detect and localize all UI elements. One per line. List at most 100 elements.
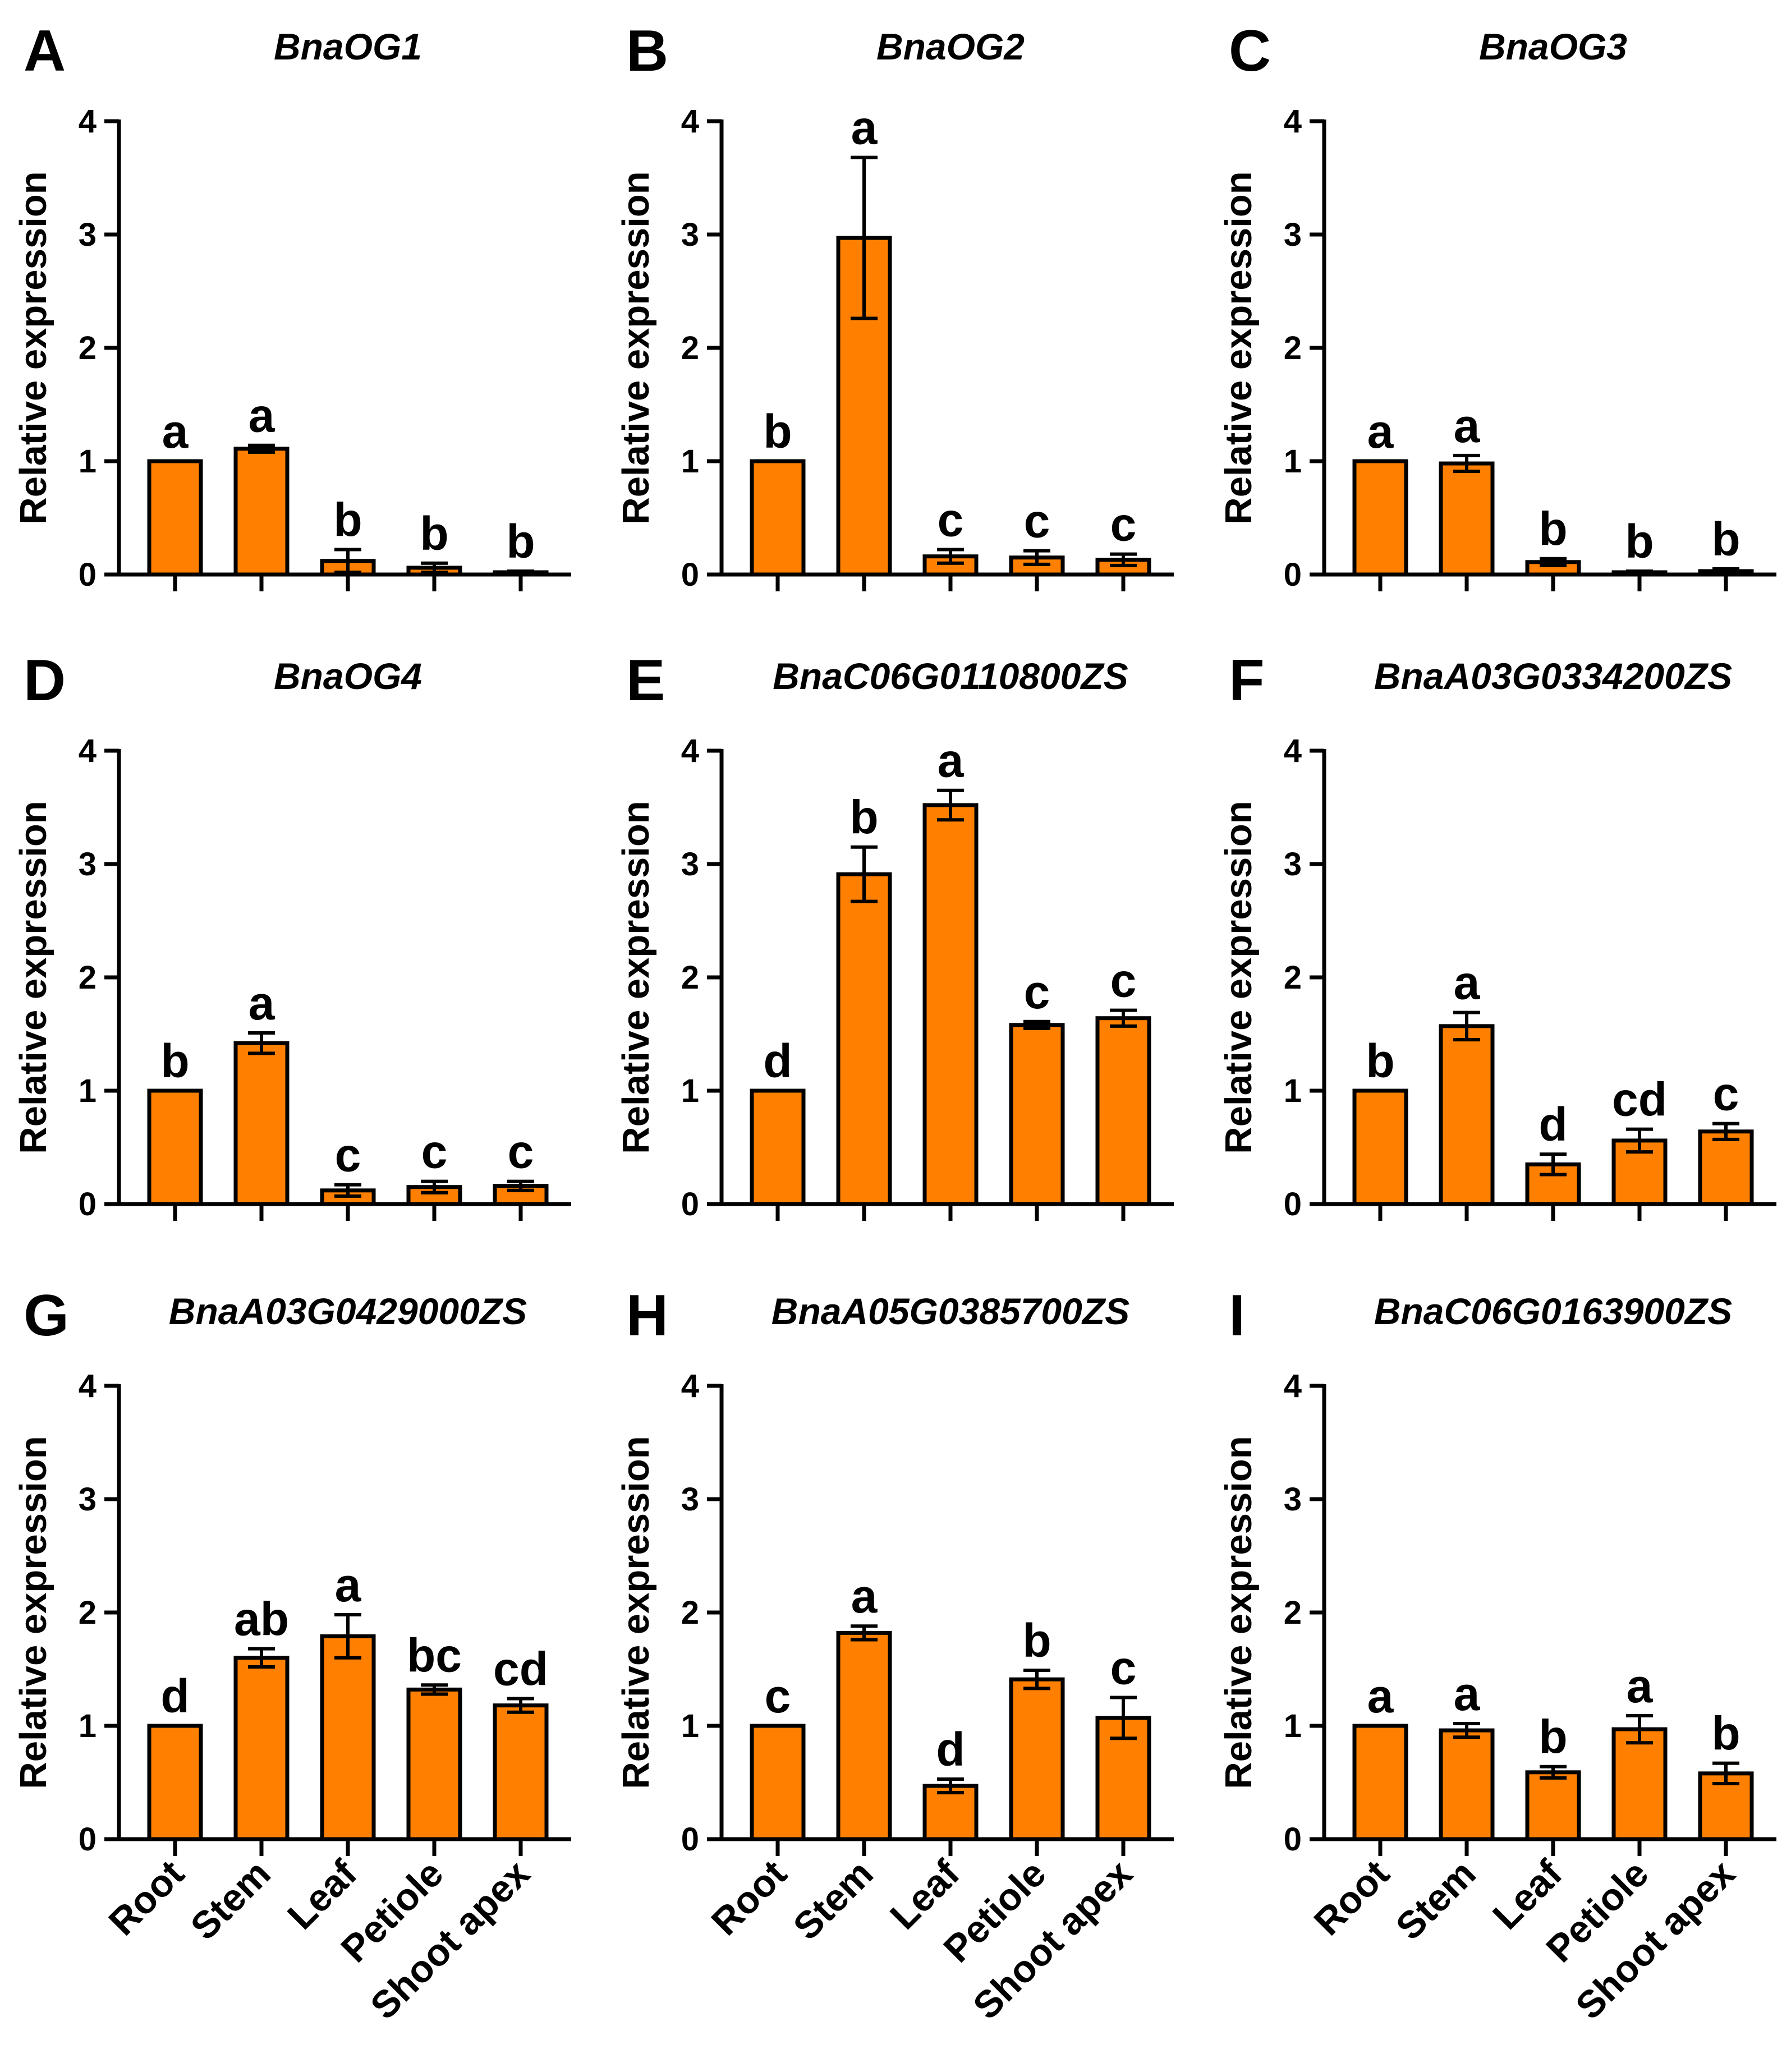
significance-label-g-4: cd <box>493 1643 548 1696</box>
error-bar-i-1 <box>1453 1721 1480 1739</box>
y-tick-label-b-3: 3 <box>681 217 699 253</box>
x-tick-label-h-stem: Stem <box>785 1852 881 1948</box>
y-axis-label-f: Relative expression <box>1218 801 1260 1154</box>
panel-i: I BnaC06G0163900ZS Relative expression 0 1 2 3… <box>1218 1283 1776 2028</box>
panel-c: C BnaOG3 Relative expression 0 1 2 3 4 a a b b b <box>1218 19 1776 593</box>
significance-label-b-1: a <box>851 102 878 154</box>
panel-letter-h: H <box>626 1283 668 1348</box>
error-bar-h-3 <box>1023 1669 1050 1690</box>
error-bar-f-3 <box>1626 1127 1653 1154</box>
significance-label-h-3: b <box>1022 1614 1051 1667</box>
error-bar-h-1 <box>851 1624 878 1642</box>
error-bar-c-3 <box>1626 569 1653 575</box>
error-bar-a-4 <box>507 569 534 575</box>
error-bar-g-3 <box>421 1683 448 1696</box>
significance-label-b-0: b <box>763 405 792 458</box>
error-bar-c-4 <box>1712 567 1739 575</box>
significance-label-b-3: c <box>1024 495 1050 548</box>
error-bar-b-2 <box>937 548 964 565</box>
y-tick-label-i-1: 1 <box>1284 1708 1302 1744</box>
bar-i-leaf <box>1525 1770 1581 1841</box>
x-tick-label-i-root: Root <box>1306 1852 1397 1944</box>
y-tick-label-d-1: 1 <box>79 1073 97 1109</box>
bar-g-shoot-apex <box>493 1703 549 1841</box>
error-bar-d-2 <box>334 1183 361 1198</box>
gene-title-h: BnaA05G0385700ZS <box>771 1290 1129 1332</box>
significance-label-e-1: b <box>849 791 878 844</box>
y-tick-label-c-2: 2 <box>1284 330 1302 366</box>
bar-e-shoot-apex <box>1095 1016 1151 1206</box>
bar-f-shoot-apex <box>1698 1129 1754 1206</box>
bar-c-root <box>1352 459 1408 577</box>
bar-h-root <box>750 1724 806 1841</box>
significance-label-h-0: c <box>765 1670 791 1722</box>
bar-a-root <box>147 459 203 577</box>
significance-label-d-2: c <box>335 1129 361 1182</box>
significance-label-e-2: a <box>938 734 965 787</box>
y-tick-label-i-4: 4 <box>1284 1368 1302 1404</box>
gene-title-d: BnaOG4 <box>274 655 422 697</box>
error-bar-g-4 <box>507 1697 534 1714</box>
significance-label-c-0: a <box>1367 405 1394 458</box>
significance-label-e-3: c <box>1024 966 1050 1018</box>
significance-label-d-0: b <box>160 1035 189 1087</box>
y-tick-label-i-3: 3 <box>1284 1481 1302 1518</box>
significance-label-g-0: d <box>160 1670 189 1722</box>
error-bar-h-2 <box>937 1777 964 1795</box>
bar-d-shoot-apex <box>493 1184 549 1206</box>
y-tick-label-d-0: 0 <box>79 1186 97 1223</box>
bar-h-stem <box>836 1630 892 1841</box>
gene-title-a: BnaOG1 <box>274 26 422 67</box>
bar-i-root <box>1352 1724 1408 1841</box>
significance-label-i-2: b <box>1539 1711 1567 1763</box>
panel-e: E BnaC06G0110800ZS Relative expression 0 1 2 3… <box>615 648 1174 1223</box>
significance-label-c-3: b <box>1625 515 1654 568</box>
significance-label-a-4: b <box>506 515 535 568</box>
y-tick-label-a-0: 0 <box>79 557 97 593</box>
significance-label-a-3: b <box>420 507 448 560</box>
y-tick-label-g-3: 3 <box>79 1481 97 1518</box>
significance-label-f-1: a <box>1454 957 1481 1009</box>
y-axis-label-i: Relative expression <box>1218 1436 1260 1789</box>
significance-label-f-4: c <box>1713 1068 1739 1120</box>
error-bar-f-2 <box>1540 1152 1567 1177</box>
y-tick-label-f-2: 2 <box>1284 959 1302 996</box>
y-tick-label-f-3: 3 <box>1284 846 1302 883</box>
significance-label-f-2: d <box>1539 1098 1567 1151</box>
y-axis-label-e: Relative expression <box>615 801 657 1154</box>
y-tick-label-f-0: 0 <box>1284 1186 1302 1223</box>
y-axis-label-d: Relative expression <box>12 801 54 1154</box>
y-tick-label-b-2: 2 <box>681 330 699 366</box>
significance-label-e-4: c <box>1110 954 1137 1007</box>
panel-h: H BnaA05G0385700ZS Relative expression 0 1 2 3… <box>615 1283 1174 2028</box>
panel-letter-c: C <box>1229 19 1271 84</box>
bar-f-stem <box>1439 1024 1495 1206</box>
significance-label-i-1: a <box>1454 1667 1481 1720</box>
x-tick-label-g-root: Root <box>100 1852 192 1944</box>
significance-label-c-4: b <box>1711 513 1740 566</box>
y-tick-label-e-3: 3 <box>681 846 699 883</box>
error-bar-e-1 <box>851 845 878 903</box>
significance-label-d-1: a <box>249 977 275 1030</box>
y-tick-label-b-1: 1 <box>681 443 699 480</box>
y-tick-label-e-1: 1 <box>681 1073 699 1109</box>
error-bar-f-4 <box>1712 1122 1739 1141</box>
gene-title-f: BnaA03G0334200ZS <box>1374 655 1732 697</box>
y-tick-label-d-2: 2 <box>79 959 97 996</box>
bar-e-leaf <box>922 803 979 1206</box>
x-tick-label-i-stem: Stem <box>1388 1852 1484 1948</box>
y-tick-label-h-3: 3 <box>681 1481 699 1518</box>
y-tick-label-h-2: 2 <box>681 1595 699 1631</box>
bar-g-stem <box>233 1656 290 1841</box>
error-bar-e-3 <box>1023 1019 1050 1030</box>
panel-letter-a: A <box>24 19 66 84</box>
y-tick-label-f-1: 1 <box>1284 1073 1302 1109</box>
error-bar-d-3 <box>421 1179 448 1194</box>
y-tick-label-c-0: 0 <box>1284 557 1302 593</box>
bar-c-stem <box>1439 461 1495 577</box>
bar-g-root <box>147 1724 203 1841</box>
bar-d-stem <box>233 1041 290 1206</box>
y-tick-label-c-3: 3 <box>1284 217 1302 253</box>
error-bar-a-1 <box>248 443 275 454</box>
